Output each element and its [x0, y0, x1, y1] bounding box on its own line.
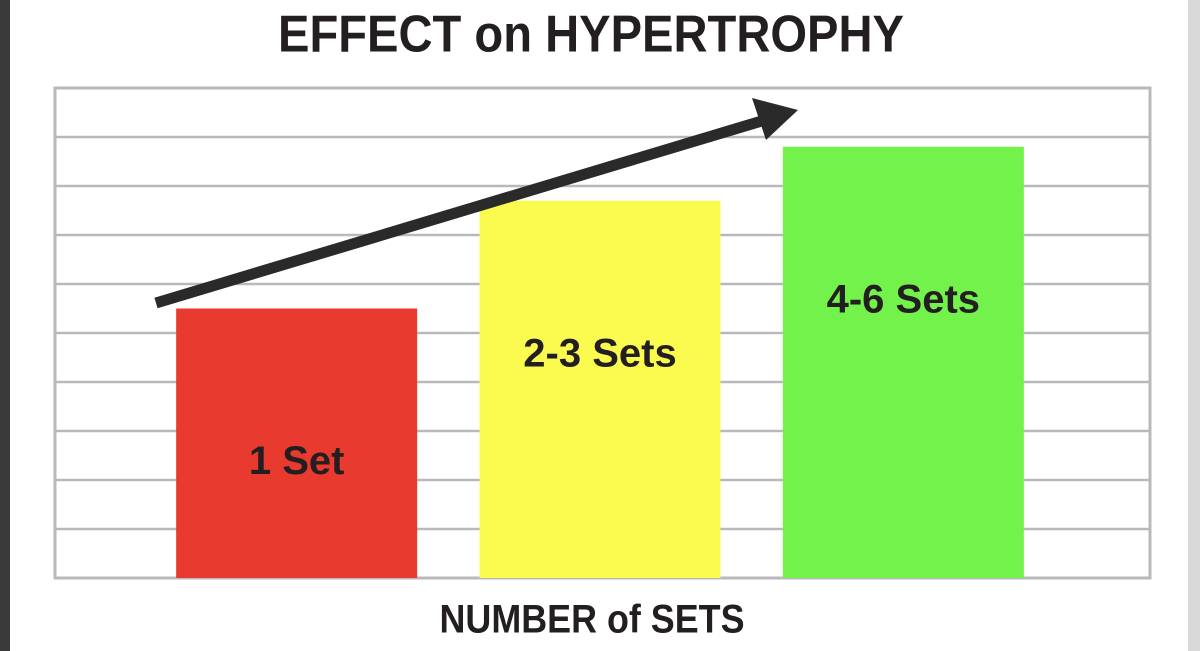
- arrow-shaft: [154, 114, 767, 309]
- bars: 1 Set 2-3 Sets 4-6 Sets: [176, 146, 1024, 579]
- left-edge: [0, 0, 10, 651]
- x-axis-label: NUMBER of SETS: [440, 598, 745, 642]
- right-edge: [1188, 0, 1200, 651]
- bar: [479, 200, 721, 578]
- bar-label: 4-6 Sets: [827, 277, 980, 321]
- bar: [782, 146, 1024, 579]
- chart-title: EFFECT on HYPERTROPHY: [278, 6, 904, 64]
- bar-label: 1 Set: [249, 439, 345, 483]
- bar-label: 2-3 Sets: [523, 331, 676, 375]
- bar: [176, 308, 418, 578]
- arrow-head: [752, 98, 798, 140]
- trend-arrow: [154, 98, 798, 309]
